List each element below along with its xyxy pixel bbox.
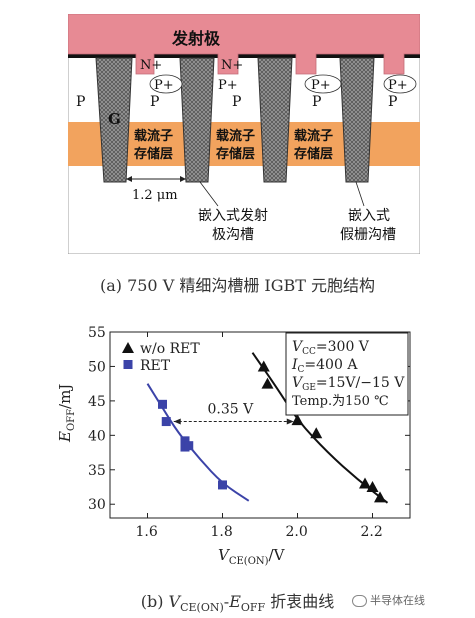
p-plus-bubble-3 [383,74,417,94]
carrier-layer-2-l2: 存储层 [216,146,255,162]
p-plus-label-3: P+ [311,78,331,93]
leader-emitter-trench [199,181,219,207]
p-label-5: P [388,94,397,110]
data-point-ret [184,441,194,451]
x-axis-label: VCE(ON)/V [218,546,286,567]
y-tick-label: 50 [88,359,106,375]
conditions-box [285,332,409,416]
data-point-ret [161,417,171,427]
width-arrow-left [126,176,132,182]
data-point-wo-ret [257,360,270,372]
data-point-ret [158,399,167,409]
wechat-icon [352,595,367,607]
condition-vge: VGE=15V/−15 V [292,375,405,393]
emitter-metal [68,14,420,75]
embedded-emitter-trench-l2: 极沟槽 [212,227,254,243]
fit-curve-ret [146,383,250,502]
caption-e-sub: OFF [240,601,266,615]
x-tick-label: 1.6 [136,524,158,540]
y-tick-label: 35 [88,463,106,479]
carrier-layer-1-l2: 存储层 [134,146,173,162]
data-point-wo-ret [310,427,323,439]
data-point-wo-ret [359,477,371,489]
emitter-trench-2 [257,57,293,183]
plot-frame [109,331,411,519]
leader-dummy-trench [355,181,365,207]
p-label-1: P [76,94,85,110]
data-point-wo-ret [291,414,304,426]
width-label: 1.2 μm [132,188,178,203]
watermark-text: 半导体在线 [370,594,425,607]
data-point-wo-ret [366,481,379,492]
caption-suffix: 折衷曲线 [265,592,335,611]
legend-marker-ret [123,360,133,369]
legend-marker-wo-ret [122,342,134,353]
x-tick-label: 2.2 [361,524,383,540]
caption-v: V [168,592,181,611]
gate-trench [95,57,133,183]
p-label-4: P [312,94,321,110]
x-tick-label: 2.0 [286,524,308,540]
y-axis-label: EOFF/mJ [56,384,77,443]
y-tick-label: 55 [88,325,106,341]
p-plus-label-4: P+ [388,78,408,93]
dummy-trench [339,57,375,183]
y-tick-label: 40 [88,428,106,444]
y-tick-label: 30 [88,497,106,513]
data-point-ret [218,480,227,490]
condition-ic: IC=400 A [291,357,358,375]
p-label-2: P [150,94,159,110]
watermark: 半导体在线 [352,592,425,608]
width-arrow-right [180,176,186,182]
p-plus-label-2: P+ [218,78,238,93]
carrier-layer-3-l1: 载流子 [294,128,333,144]
legend-label-wo-ret: w/o RET [140,341,200,357]
carrier-layer-1-l1: 载流子 [134,128,173,144]
p-plus-bubble-1 [149,74,183,94]
annotation-arrow-left [173,418,181,425]
embedded-dummy-trench-l2: 假栅沟槽 [340,227,396,243]
annotation-arrow-right [286,418,294,425]
tradeoff-chart: 1.6 1.8 2.0 2.2 30 35 40 45 50 55 0.35 V w/o RETRET… [56,325,411,567]
x-tick-label: 1.8 [211,524,233,540]
caption-dash: - [223,592,230,611]
n-plus-label-2: N+ [221,58,243,73]
condition-vcc: VCC=300 V [292,339,370,357]
gate-label: G [108,110,121,128]
emitter-metal-line [68,52,420,58]
caption-e: E [229,592,241,611]
condition-temp: Temp.为150 ℃ [292,394,389,409]
figure-b-caption: (b) VCE(ON)-EOFF 折衷曲线 [0,588,475,614]
n-plus-label: N+ [140,58,162,73]
emitter-label: 发射极 [171,29,221,48]
carrier-layer-3-l2: 存储层 [294,146,333,162]
legend-label-ret: RET [140,358,171,374]
caption-v-sub: CE(ON) [180,601,224,615]
data-point-ret [180,436,190,446]
p-label-3: P [232,94,241,110]
p-plus-label-1: P+ [154,78,174,93]
carrier-layer-2-l1: 载流子 [216,128,255,144]
y-tick-label: 45 [88,394,106,410]
embedded-emitter-trench-l1: 嵌入式发射 [198,208,268,224]
igbt-cell-diagram: 发射极 N+ N+ P+ P+ P+ P+ P P P P P G 载流子 存储… [68,14,420,254]
data-point-wo-ret [374,491,386,503]
annotation-label: 0.35 V [208,402,255,418]
figure-a-caption: (a) 750 V 精细沟槽栅 IGBT 元胞结构 [99,276,376,295]
caption-prefix: (b) [140,592,169,611]
p-plus-bubble-2 [304,74,342,94]
emitter-trench-1 [179,57,215,183]
data-point-wo-ret [261,377,274,389]
embedded-dummy-trench-l1: 嵌入式 [348,208,390,224]
